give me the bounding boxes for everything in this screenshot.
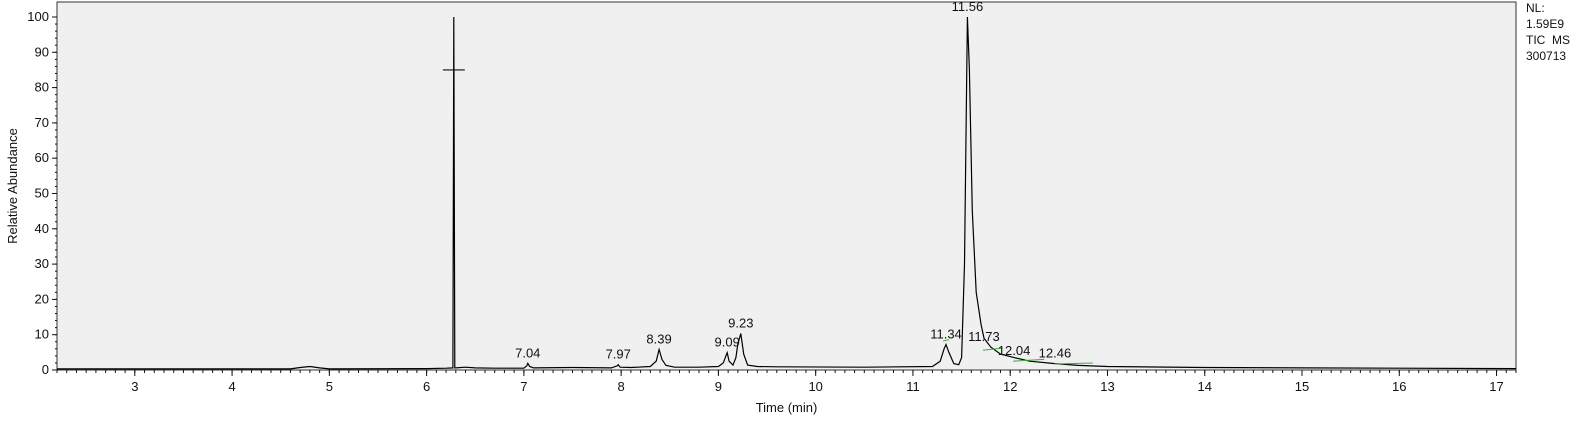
y-tick-label: 80 — [35, 80, 49, 95]
x-tick-label: 13 — [1100, 379, 1114, 394]
annotation-line — [1053, 362, 1093, 365]
peak-label: 7.04 — [515, 345, 540, 360]
sample-id: 300713 — [1526, 49, 1567, 63]
y-tick-label: 10 — [35, 327, 49, 342]
x-tick-label: 5 — [326, 379, 333, 394]
y-tick-label: 40 — [35, 221, 49, 236]
x-tick-label: 7 — [520, 379, 527, 394]
x-axis-label: Time (min) — [756, 400, 818, 415]
x-tick-label: 8 — [618, 379, 625, 394]
scan-type: TIC MS — [1526, 33, 1570, 47]
side-info-panel: NL: 1.59E9 TIC MS 300713 — [1526, 0, 1570, 64]
peak-label: 11.56 — [952, 0, 984, 14]
peak-label: 9.23 — [728, 316, 753, 331]
peak-label: 9.09 — [715, 335, 740, 350]
peak-label: 11.73 — [968, 329, 1000, 344]
annotation-line — [942, 339, 950, 342]
plot-area — [56, 1, 1517, 371]
y-tick-label: 90 — [35, 44, 49, 59]
x-tick-label: 6 — [423, 379, 430, 394]
peak-label: 12.46 — [1039, 346, 1072, 361]
x-tick-label: 15 — [1295, 379, 1309, 394]
annotation-line — [1013, 358, 1045, 362]
y-tick-label: 70 — [35, 115, 49, 130]
y-tick-label: 30 — [35, 256, 49, 271]
annotation-line — [982, 347, 1003, 351]
y-tick-label: 50 — [35, 186, 49, 201]
x-tick-label: 17 — [1489, 379, 1503, 394]
y-axis-label: Relative Abundance — [5, 128, 20, 244]
x-tick-label: 9 — [715, 379, 722, 394]
peak-label: 11.34 — [930, 327, 962, 342]
x-tick-label: 10 — [808, 379, 822, 394]
y-tick-label: 100 — [27, 9, 49, 24]
y-tick-label: 60 — [35, 150, 49, 165]
y-tick-label: 20 — [35, 291, 49, 306]
peak-label: 12.04 — [998, 343, 1031, 358]
x-tick-label: 3 — [131, 379, 138, 394]
x-tick-label: 14 — [1198, 379, 1212, 394]
peak-label: 7.97 — [606, 347, 631, 362]
y-tick-label: 0 — [42, 362, 49, 377]
nl-label: NL: — [1526, 1, 1545, 15]
x-tick-label: 12 — [1003, 379, 1017, 394]
peak-label: 8.39 — [646, 332, 671, 347]
x-tick-label: 11 — [906, 379, 920, 394]
chart-svg: 0 10 20 30 40 50 60 70 80 90 100 3 4 5 6 7 8 9 10 11 12 13 14 1… — [5, 0, 1517, 415]
nl-value: 1.59E9 — [1526, 17, 1565, 31]
x-tick-label: 4 — [228, 379, 235, 394]
series-line — [57, 16, 1517, 370]
x-tick-label: 16 — [1392, 379, 1406, 394]
